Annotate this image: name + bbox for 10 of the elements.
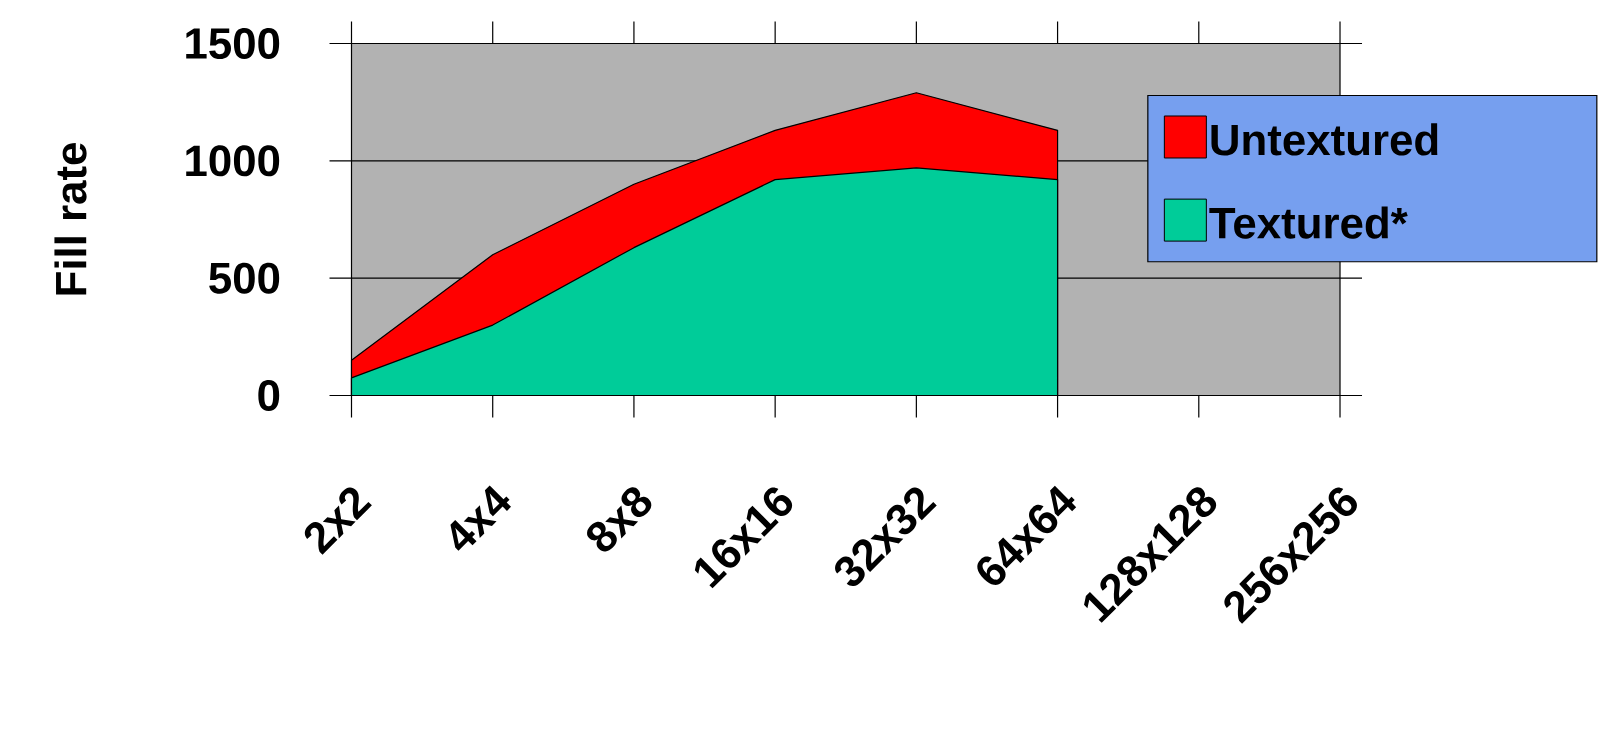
y-axis-title: Fill rate [54,143,87,295]
legend-label: Textured* [1209,206,1408,239]
y-tick-label: 1500 [186,27,280,60]
y-tick-label: 500 [209,262,280,294]
x-tick-label: 8x8 [587,487,652,552]
x-tick-label: 2x2 [304,487,372,555]
x-tick-label: 4x4 [450,485,512,551]
y-tick-label: 0 [258,379,280,412]
y-tick-label: 1000 [186,145,280,177]
legend-label: Untextured [1211,123,1438,156]
